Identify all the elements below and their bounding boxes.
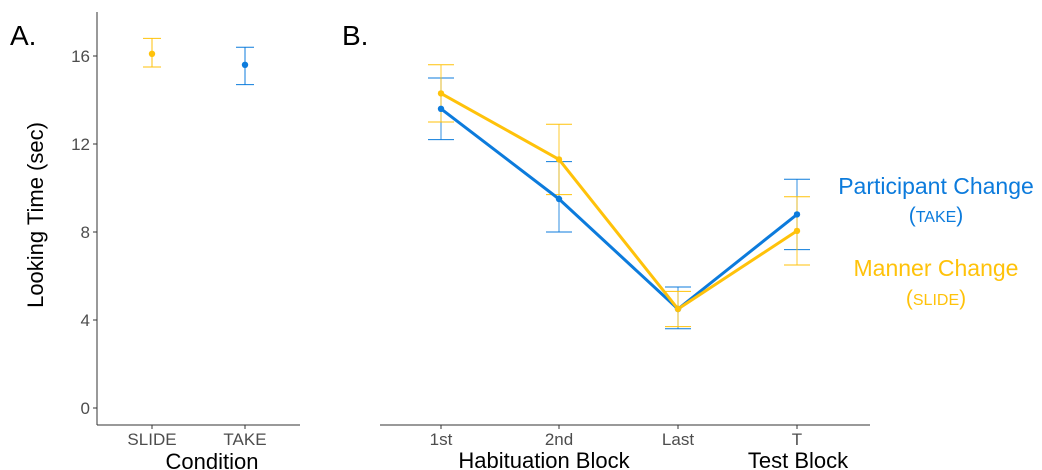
panel-a-x-tick-label: SLIDE xyxy=(127,430,176,449)
panel-a-y-axis-title: Looking Time (sec) xyxy=(23,122,48,308)
panel-b-x-tick-label: T xyxy=(792,430,802,449)
panel-b-x-ticks: 1st 2nd Last T xyxy=(430,425,802,449)
panel-a-y-tick-label: 0 xyxy=(81,399,90,418)
panel-b-point-slide xyxy=(555,156,563,163)
panel-b-x-axis-title-habituation: Habituation Block xyxy=(458,448,630,470)
panel-a-point-slide xyxy=(148,50,156,57)
panel-a-x-ticks: SLIDE TAKE xyxy=(127,425,267,449)
legend-manner-change: Manner Change xyxy=(854,255,1019,281)
panel-a-y-tick-label: 16 xyxy=(71,47,90,66)
panel-b-point-take xyxy=(437,105,445,113)
panel-a-y-tick-label: 4 xyxy=(81,311,90,330)
panel-b-point-slide xyxy=(437,90,445,97)
panel-b-point-take xyxy=(793,211,801,218)
panel-b-x-tick-label: Last xyxy=(662,430,694,449)
legend-participant-condition-text: TAKE xyxy=(916,209,957,226)
panel-a-label: A. xyxy=(10,20,36,51)
panel-b-point-slide xyxy=(674,305,682,313)
panel-b: 1st 2nd Last T Habituation Block Test Block xyxy=(380,64,870,470)
panel-b-label: B. xyxy=(342,20,368,51)
panel-a-point-take xyxy=(241,61,249,68)
legend-participant-change: Participant Change xyxy=(838,173,1034,199)
legend-manner-condition-text: SLIDE xyxy=(913,292,959,309)
panel-b-x-tick-label: 2nd xyxy=(545,430,573,449)
panel-a-y-tick-label: 12 xyxy=(71,135,90,154)
panel-b-point-take xyxy=(555,195,563,203)
panel-a-x-axis-title: Condition xyxy=(166,449,259,470)
panel-b-series-line-slide xyxy=(440,92,798,311)
legend: Participant Change (TAKE) Manner Change … xyxy=(838,173,1034,310)
panel-b-series-line-take xyxy=(440,107,798,311)
panel-b-marks xyxy=(428,64,810,330)
legend-participant-condition: (TAKE) xyxy=(909,204,964,227)
panel-a-y-tick-label: 8 xyxy=(81,223,90,242)
legend-manner-condition: (SLIDE) xyxy=(906,287,966,310)
panel-a-x-tick-label: TAKE xyxy=(223,430,266,449)
panel-b-x-tick-label: 1st xyxy=(430,430,453,449)
panel-a-y-ticks: 0 4 8 12 16 xyxy=(71,47,97,418)
panel-b-x-axis-title-test: Test Block xyxy=(748,448,849,470)
panel-b-point-slide xyxy=(793,227,801,235)
panel-a: 0 4 8 12 16 SLIDE TAKE Looking Time (sec) Con… xyxy=(23,12,300,470)
panel-a-marks xyxy=(143,37,254,86)
